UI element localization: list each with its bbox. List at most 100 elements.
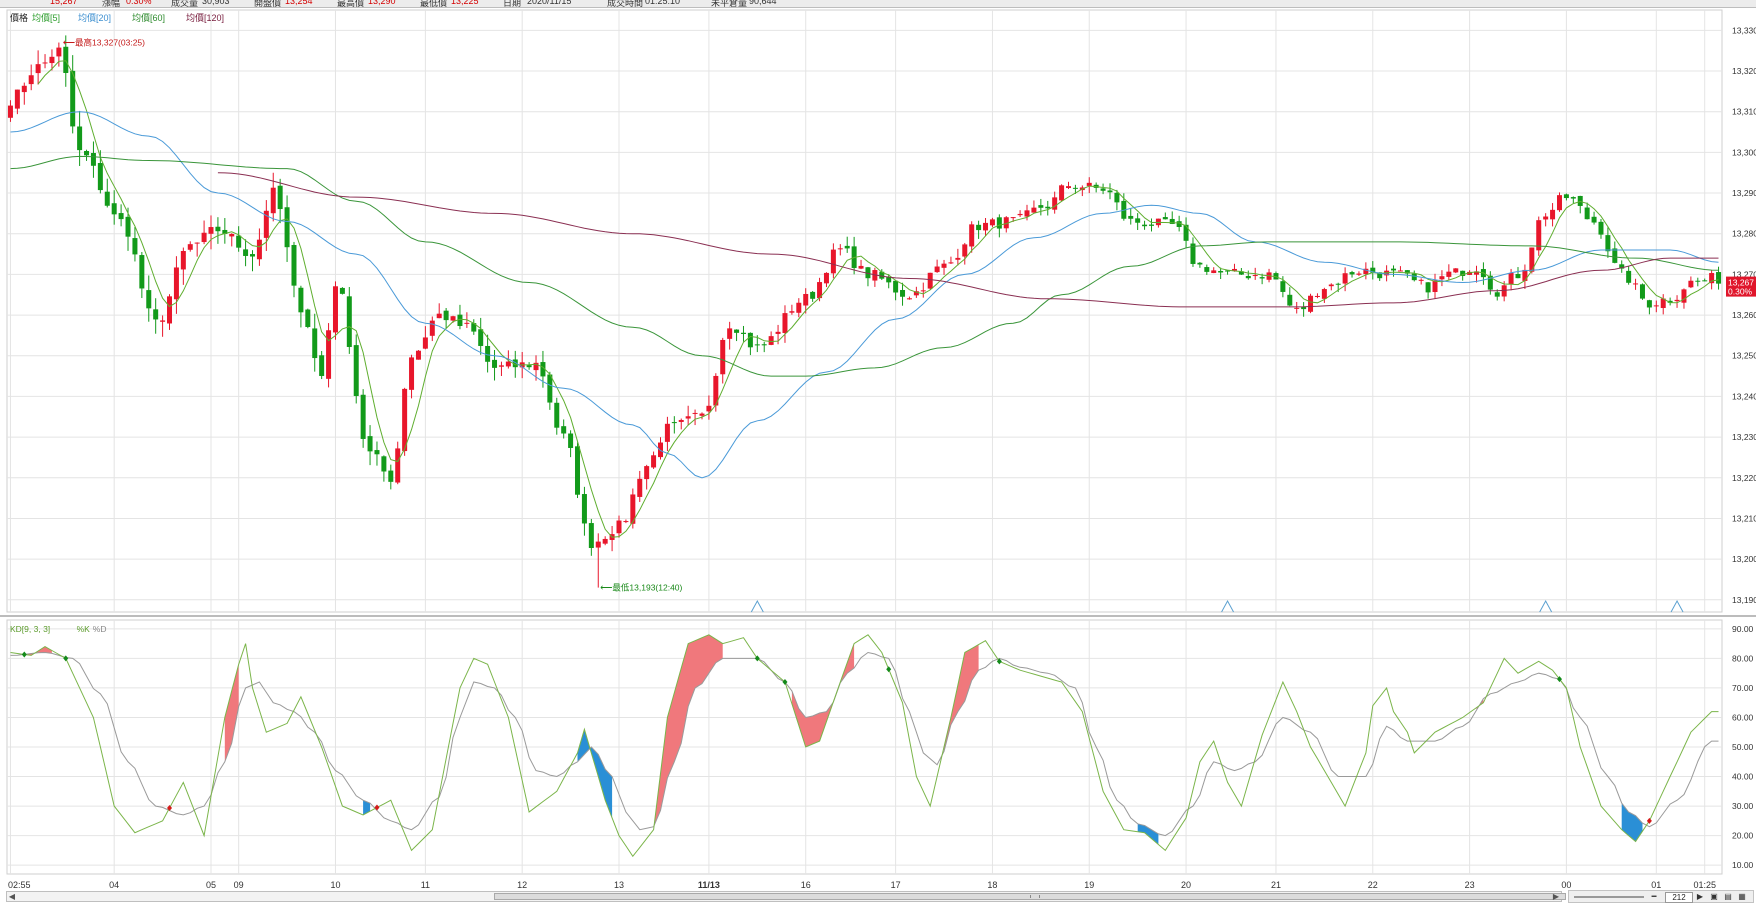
candle-body [422,337,428,349]
candle-body [692,412,698,414]
candle-body [1467,271,1473,275]
price-axis-tick-label: 13,230 [1732,432,1756,442]
zoom-value-field[interactable]: 212 [1665,892,1693,903]
candle-body [1709,273,1715,284]
candle-body [70,70,76,127]
kd-d-line [10,651,1719,837]
candle-body [1363,268,1369,275]
candle-body [312,328,318,359]
candle-body [1045,206,1051,209]
scroll-right-arrow-icon[interactable]: ▶ [1552,892,1560,901]
candle-body [533,362,539,371]
candle-body [1598,221,1604,235]
scroll-left-arrow-icon[interactable]: ◀ [8,892,16,901]
price-axis-tick-label: 13,240 [1732,391,1756,401]
zoom-controls: ━ 212 ▶ ▣ ▤ ▦ [1568,890,1754,903]
scroll-thumb[interactable] [494,893,1566,900]
candle-body [817,282,823,299]
quote-info-item: 最高價 [337,0,365,8]
candle-body [1543,216,1549,220]
candle-body [664,423,670,442]
candle-body [706,405,712,412]
candle-body [256,239,262,260]
candle-body [823,272,829,284]
last-price-change: 0.30% [1728,287,1753,297]
candle-body [208,227,214,234]
zoom-in-icon[interactable]: ▶ [1696,892,1704,901]
candle-body [360,394,366,439]
candle-body [97,163,103,191]
scroll-grip-icon [1030,895,1040,898]
quote-info-item: 日期 [503,0,522,8]
candle-body [879,271,885,279]
candle-body [49,56,55,64]
candle-body [478,329,484,346]
time-axis-tick-label: 09 [234,880,244,890]
candle-body [920,290,926,292]
candle-body [485,345,491,362]
time-axis-tick-label: 19 [1084,880,1094,890]
quote-info-item: 成交時間 [607,0,644,8]
high-price-annotation: ⟵最高13,327(03:25) [63,38,145,48]
candle-body [7,105,13,118]
time-axis-tick-label: 00 [1561,880,1571,890]
candle-body [934,266,940,273]
candle-body [900,289,906,297]
candle-body [1391,268,1397,271]
candle-body [720,339,726,375]
time-axis-tick-label: 02:55 [8,880,31,890]
candle-body [1328,284,1334,287]
candle-body [1404,270,1410,274]
candle-body [471,323,477,332]
time-scrollbar[interactable]: ◀ ▶ [6,891,1566,902]
time-axis-tick-label: 01 [1651,880,1661,890]
quote-info-item: 開盤價 [254,0,282,8]
candle-body [789,311,795,313]
candle-body [14,89,20,109]
candle-body [353,345,359,396]
candle-body [284,207,290,248]
candle-body [996,217,1002,229]
price-chart[interactable]: 13,330 13,320 13,310 13,300 13,290 13,280 13,2… [0,8,1756,890]
candle-body [1308,295,1314,312]
candle-body [1162,217,1168,220]
kd-cross-marker [996,658,1002,665]
zoom-out-icon[interactable]: ━ [1651,892,1657,901]
candle-body [146,290,152,309]
candle-body [1508,273,1514,285]
kd-overbought-zone [791,643,855,747]
candle-body [28,75,34,85]
candle-body [42,62,48,64]
candle-body [782,313,788,334]
candle-body [464,322,470,324]
candle-body [685,416,691,419]
candle-body [1584,207,1590,220]
candle-body [844,245,850,249]
candle-body [1142,224,1148,227]
time-axis-tick-label: 12 [517,880,527,890]
candle-body [1294,307,1300,309]
zoom-slider[interactable] [1574,896,1644,898]
candle-body [893,280,899,293]
low-price-annotation: ⟵最低13,193(12:40) [600,583,682,593]
time-axis-tick-label: 17 [891,880,901,890]
candle-body [1190,243,1196,264]
price-legend-item: 均價[120] [186,12,224,23]
candle-body [1515,273,1521,279]
settings-icon[interactable]: ▤ [1724,892,1732,901]
candle-body [630,494,636,524]
kd-cross-marker [782,679,788,686]
candle-body [1024,210,1030,217]
fit-window-icon[interactable]: ▣ [1710,892,1718,901]
candle-body [616,520,622,534]
candle-body [505,361,511,367]
candle-body [1695,280,1701,282]
candle-body [492,359,498,368]
candle-body [35,64,41,74]
candle-body [1646,300,1652,308]
export-icon[interactable]: ▦ [1738,892,1746,901]
quote-info-item: 最低價 [420,0,448,8]
price-legend-item: 均價[20] [78,12,111,23]
kd-overbought-zone [224,664,239,762]
candle-body [1688,280,1694,288]
